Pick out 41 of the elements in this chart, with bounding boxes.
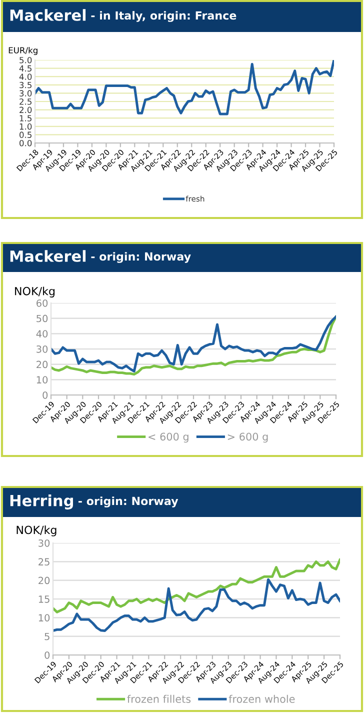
y-tick-label: 60 — [36, 299, 48, 307]
legend-label: frozen fillets — [127, 694, 191, 703]
y-tick-label: 2.5 — [20, 98, 32, 105]
y-tick-label: 20 — [38, 576, 50, 584]
y-tick-label: 4.5 — [19, 65, 32, 72]
y-tick-label: 30 — [38, 539, 50, 547]
y-tick-label: 1.0 — [20, 123, 32, 130]
y-tick-label: 30 — [36, 345, 48, 353]
y-tick-label: 20 — [36, 360, 48, 368]
legend-label: frozen whole — [228, 694, 295, 703]
y-axis-title: EUR/kg — [8, 46, 38, 56]
chart-title: Mackerel — [10, 250, 86, 262]
y-tick-label: 40 — [36, 330, 48, 338]
line-series — [53, 558, 340, 614]
chart-subtitle: - origin: Norway — [91, 252, 191, 263]
y-tick-label: 0.0 — [20, 140, 32, 146]
y-tick-label: 5 — [44, 632, 50, 640]
y-tick-label: 0.5 — [20, 132, 32, 138]
y-axis-title: NOK/kg — [16, 526, 56, 536]
legend-label: < 600 g — [148, 432, 188, 443]
y-tick-label: 4.0 — [19, 74, 32, 80]
chart-title: Mackerel — [10, 9, 86, 21]
y-tick-label: 15 — [38, 596, 50, 603]
y-tick-label: 3.5 — [20, 82, 32, 88]
y-tick-label: 0 — [42, 391, 48, 399]
y-tick-label: 25 — [38, 558, 50, 566]
y-tick-label: 2.0 — [20, 106, 32, 114]
y-axis-title: NOK/kg — [15, 286, 55, 298]
legend-label: > 600 g — [228, 432, 268, 443]
y-tick-label: 1.5 — [20, 115, 32, 122]
chart-subtitle: - origin: Norway — [78, 496, 178, 508]
y-tick-label: 10 — [38, 614, 50, 622]
y-tick-label: 10 — [36, 376, 48, 384]
chart-title: Herring — [10, 494, 73, 510]
y-tick-label: 0 — [44, 651, 50, 659]
chart-subtitle: - in Italy, origin: France — [91, 11, 236, 22]
y-tick-label: 5.0 — [20, 56, 32, 64]
y-tick-label: 3.0 — [20, 90, 32, 96]
line-series — [35, 60, 334, 116]
line-series — [53, 578, 340, 632]
y-tick-label: 50 — [36, 314, 48, 322]
